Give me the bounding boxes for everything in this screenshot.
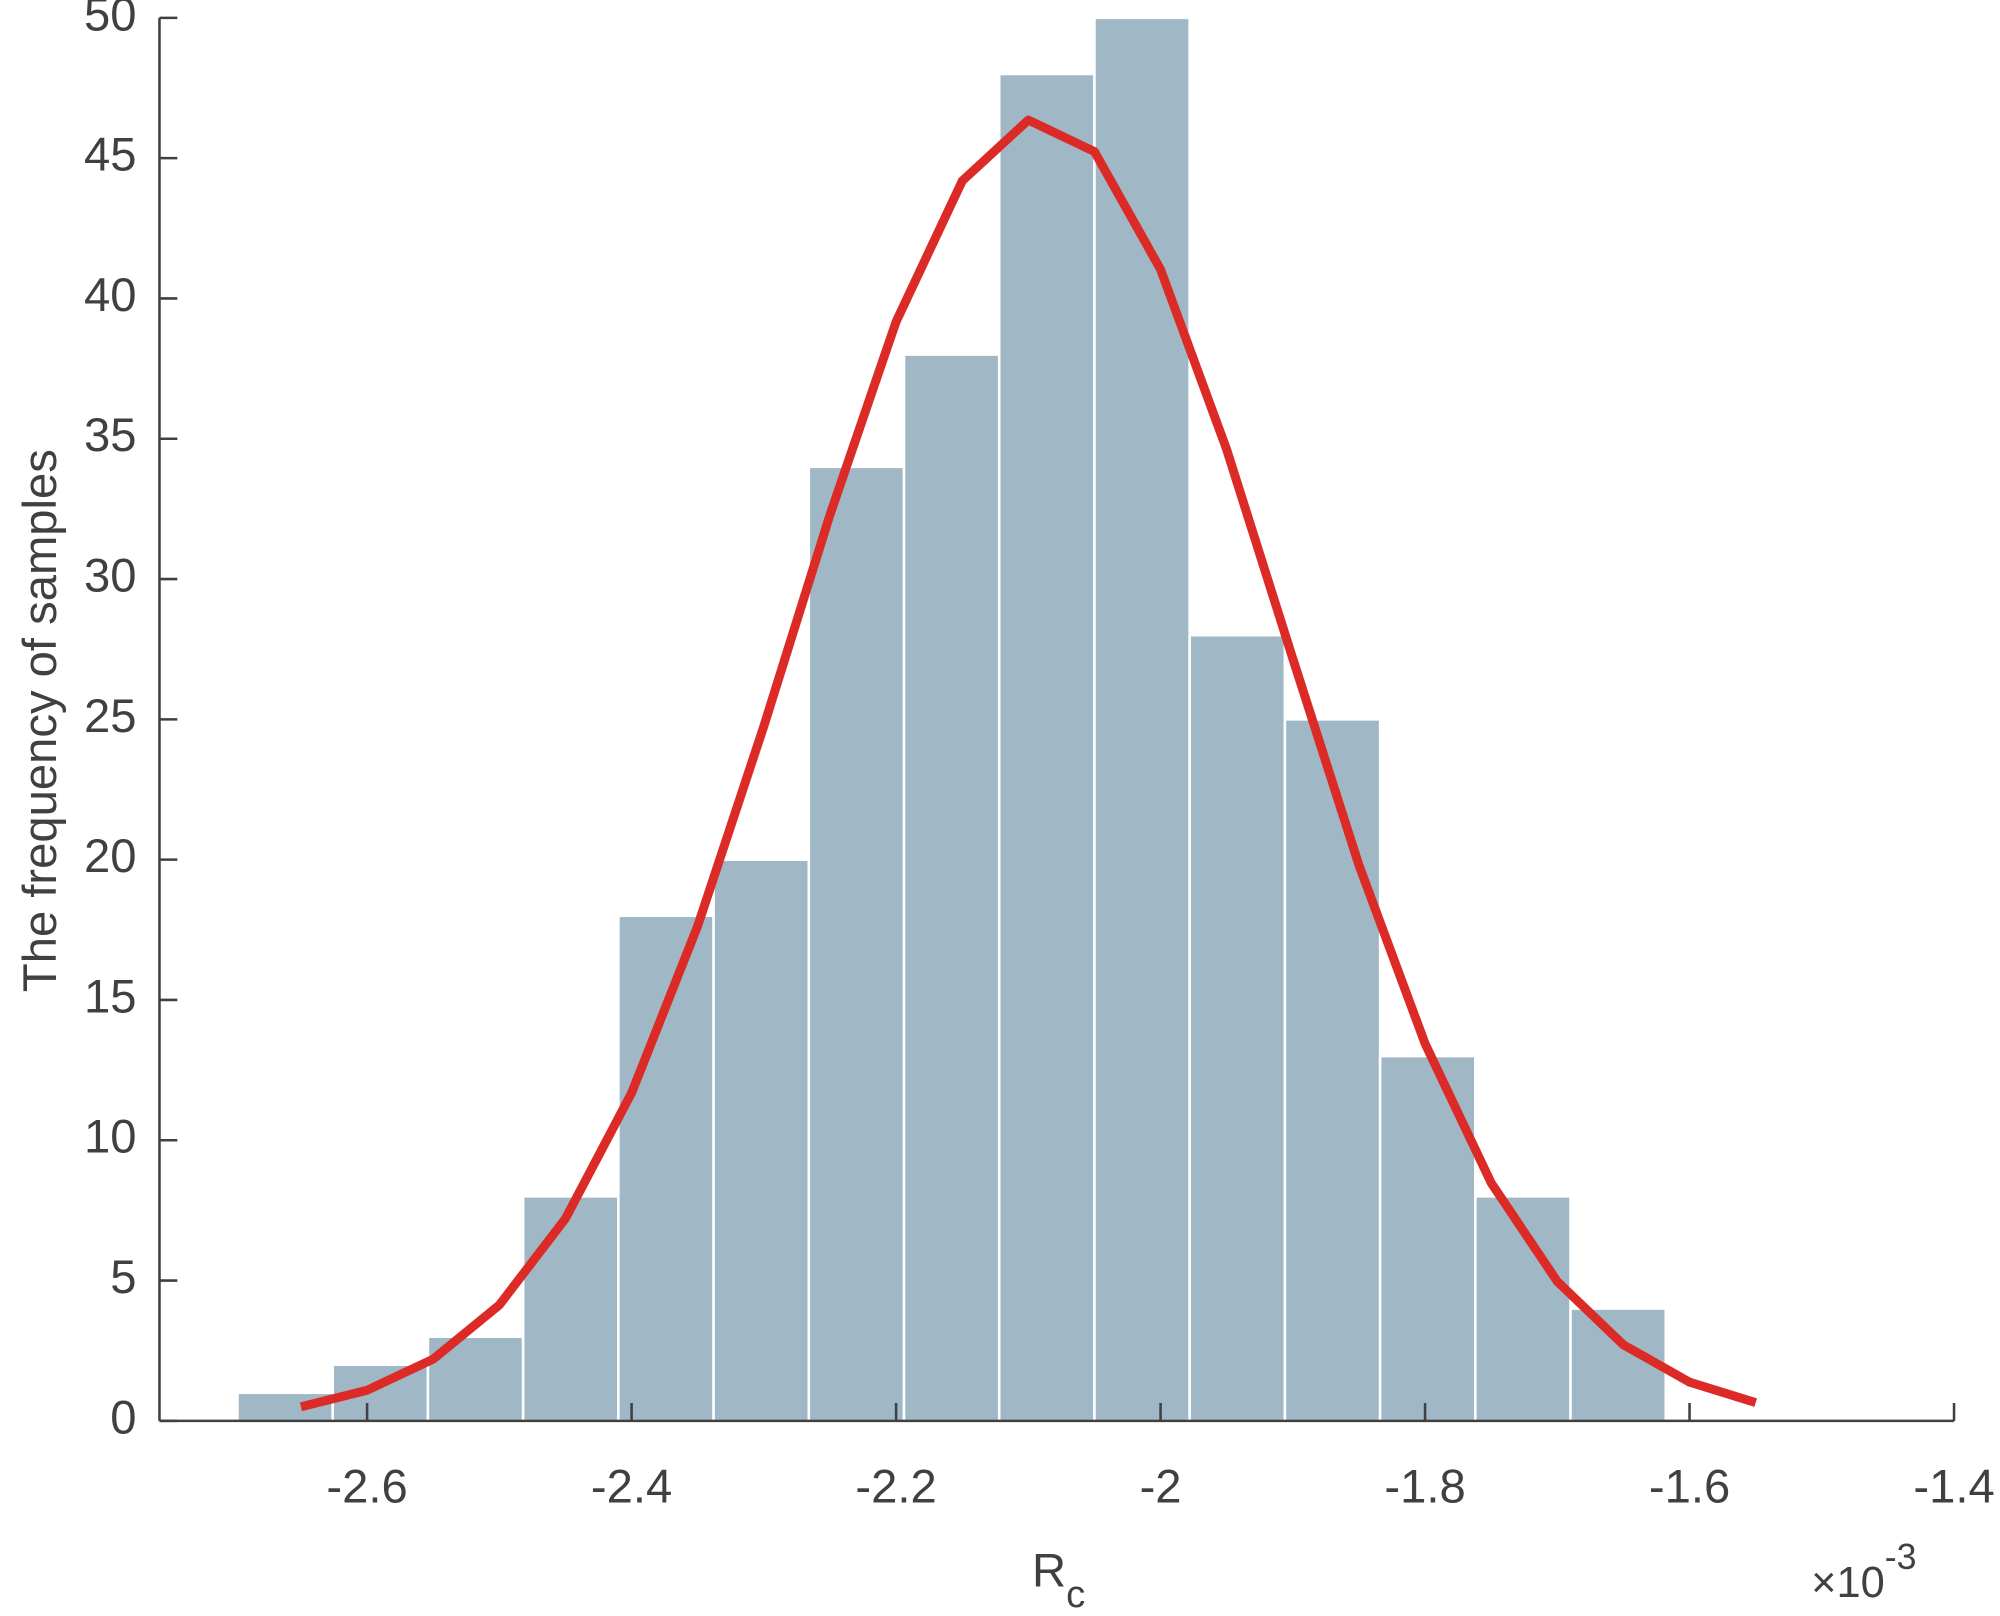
x-tick-label: -2.4 [591, 1460, 672, 1513]
y-tick-label: 20 [84, 830, 137, 883]
bar [1093, 16, 1191, 1423]
x-axis-label: Rc [1032, 1545, 1085, 1616]
x-tick-label: -2 [1140, 1460, 1182, 1513]
y-tick-label: 50 [84, 0, 137, 41]
x-tick-label: -1.8 [1384, 1460, 1465, 1513]
x-tick-label: -2.2 [855, 1460, 936, 1513]
y-axis-label: The frequency of samples [14, 449, 67, 992]
y-tick-label: 35 [84, 409, 137, 462]
bar [1188, 633, 1287, 1423]
y-tick-label: 5 [110, 1251, 136, 1304]
x-tick-label: -1.4 [1913, 1460, 1994, 1513]
x-axis-label-sub: c [1066, 1573, 1085, 1616]
bar [997, 72, 1096, 1423]
x-exponent: ×10-3 [1811, 1537, 1916, 1607]
x-exponent-power: -3 [1885, 1537, 1917, 1577]
y-tick-label: 10 [84, 1111, 137, 1164]
x-axis-label-main: R [1032, 1545, 1066, 1598]
bar [807, 465, 906, 1423]
y-tick-label: 25 [84, 690, 137, 743]
y-tick-label: 45 [84, 129, 137, 182]
bar [521, 1195, 620, 1423]
x-multiplier: ×10 [1811, 1559, 1885, 1607]
y-tick-label: 40 [84, 269, 137, 322]
bar [712, 858, 811, 1423]
x-tick-label: -2.6 [326, 1460, 407, 1513]
fit-curve [299, 115, 1758, 1412]
y-tick-label: 15 [84, 970, 137, 1023]
x-tick-label: -1.6 [1649, 1460, 1730, 1513]
bar [617, 914, 715, 1423]
y-tick-label: 30 [84, 550, 137, 603]
bar [902, 353, 1001, 1423]
y-tick-label: 0 [110, 1391, 136, 1444]
bar [1283, 718, 1382, 1423]
